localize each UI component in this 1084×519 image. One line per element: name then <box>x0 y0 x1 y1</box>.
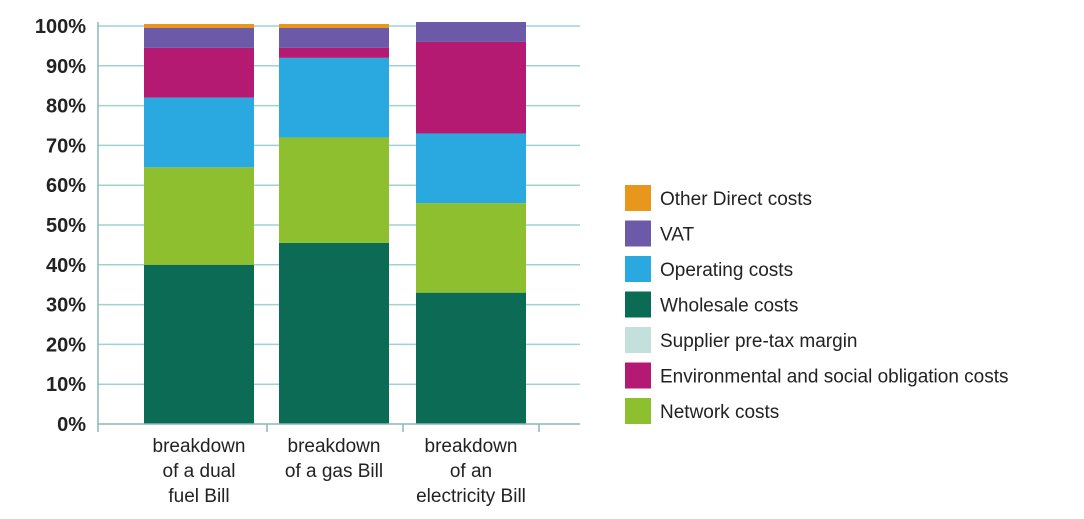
x-category-label: breakdown of a dual fuel Bill <box>153 436 246 507</box>
legend-label: Wholesale costs <box>660 296 798 317</box>
x-category-label-line: of a dual <box>163 461 236 482</box>
legend-label: Environmental and social obligation cost… <box>660 367 1009 388</box>
x-category-label-line: of a gas Bill <box>285 461 383 482</box>
y-tick-label: 50% <box>46 215 86 237</box>
y-tick-label: 60% <box>46 175 86 197</box>
bar-segment <box>279 47 389 58</box>
y-tick-label: 40% <box>46 255 86 277</box>
bar-segment <box>144 167 254 265</box>
x-category-label: breakdown of an electricity Bill <box>416 436 526 507</box>
legend-swatch <box>625 220 651 247</box>
x-category-label-line: of an <box>450 461 492 482</box>
x-category-label-line: breakdown <box>153 436 246 457</box>
bar-segment <box>416 22 526 42</box>
bar-segment <box>279 27 389 48</box>
bar-segment <box>416 292 526 424</box>
y-tick-label: 30% <box>46 295 86 317</box>
legend: Other Direct costs VAT Operating costs Whol… <box>625 185 1009 424</box>
bar-segment <box>144 47 254 98</box>
legend-label: Operating costs <box>660 260 793 281</box>
bar-segment <box>279 57 389 138</box>
y-tick-label: 10% <box>46 374 86 396</box>
bars <box>144 22 526 424</box>
y-tick-label: 70% <box>46 135 86 157</box>
bar-segment <box>279 137 389 243</box>
x-category-label: breakdown of a gas Bill <box>285 436 383 482</box>
x-category-label-line: electricity Bill <box>416 486 526 507</box>
legend-swatch <box>625 398 651 424</box>
legend-label: Network costs <box>660 402 779 423</box>
legend-swatch <box>625 185 651 211</box>
y-axis-ticks: 0% 10% 20% 30% 40% 50% 60% 70% 80% 90% 100% <box>35 16 86 436</box>
legend-label: Other Direct costs <box>660 189 812 210</box>
y-tick-label: 0% <box>57 414 86 436</box>
legend-swatch <box>625 327 651 353</box>
bar-segment <box>144 264 254 424</box>
bar-segment <box>416 41 526 134</box>
legend-label: VAT <box>660 225 695 246</box>
x-category-label-line: breakdown <box>288 436 381 457</box>
bar-segment <box>279 242 389 424</box>
bar-segment <box>416 203 526 293</box>
x-category-label-line: breakdown <box>425 436 518 457</box>
legend-label: Supplier pre-tax margin <box>660 331 857 352</box>
bar-segment <box>144 24 254 28</box>
x-axis-labels: breakdown of a dual fuel Bill breakdown of a… <box>153 436 526 507</box>
legend-swatch <box>625 291 651 318</box>
bar-segment <box>416 133 526 204</box>
legend-swatch <box>625 256 651 282</box>
y-tick-label: 90% <box>46 56 86 78</box>
y-tick-label: 100% <box>35 16 86 38</box>
legend-swatch <box>625 362 651 389</box>
y-tick-label: 80% <box>46 96 86 118</box>
bar-segment <box>279 24 389 28</box>
y-tick-label: 20% <box>46 334 86 356</box>
bar-segment <box>144 27 254 48</box>
axes <box>97 22 580 432</box>
x-category-label-line: fuel Bill <box>168 486 229 507</box>
bar-segment <box>144 97 254 168</box>
